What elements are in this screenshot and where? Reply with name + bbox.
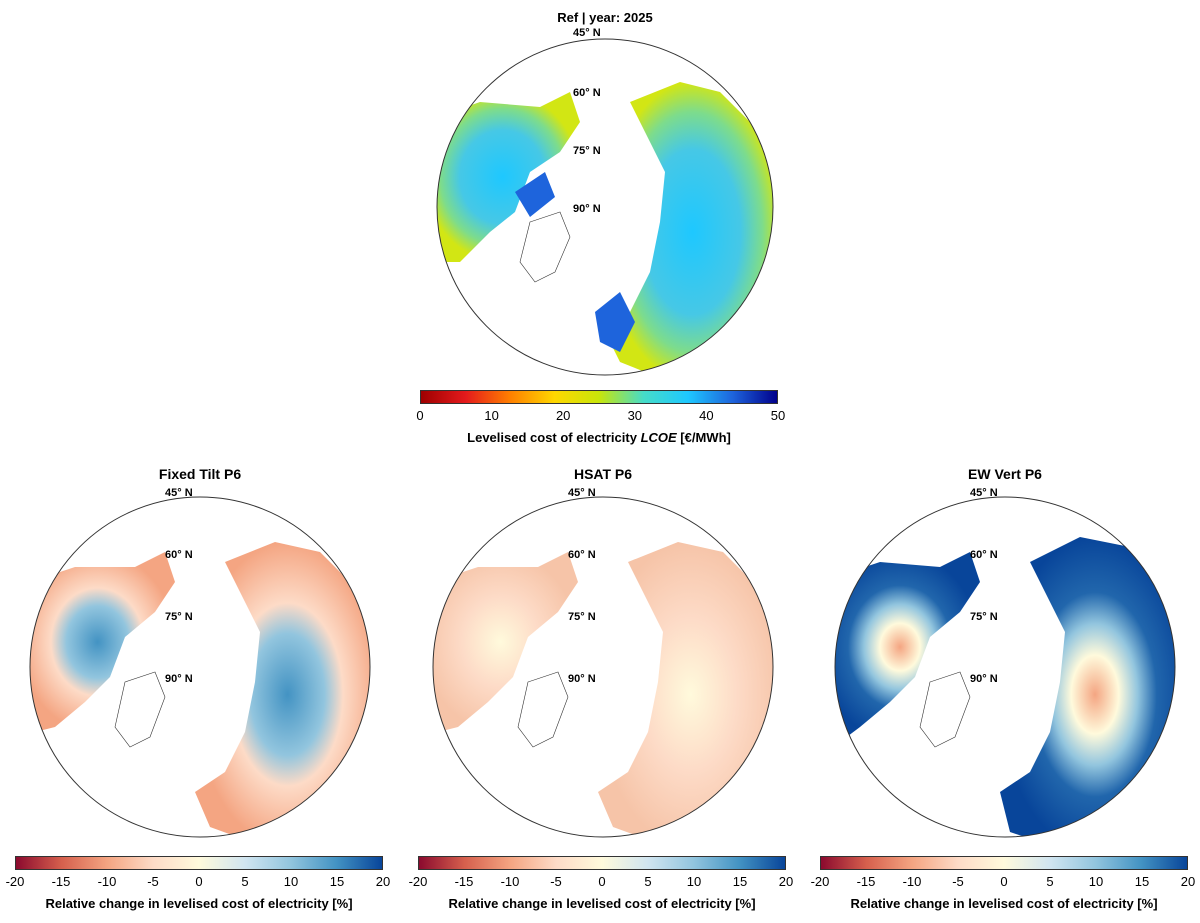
- top-colorbar: [420, 390, 778, 404]
- colorbar-tick: 0: [598, 874, 606, 889]
- colorbar-tick: 15: [329, 874, 345, 889]
- land-north-america: [437, 92, 580, 262]
- lat-label-45: 45° N: [573, 27, 601, 39]
- colorbar-tick: 0: [195, 874, 203, 889]
- lat-label-60: 60° N: [970, 549, 998, 561]
- colorbar-tick: 15: [732, 874, 748, 889]
- colorbar-tick: -15: [454, 874, 474, 889]
- colorbar-tick: -10: [500, 874, 520, 889]
- colorbar-tick: 40: [699, 408, 714, 423]
- bottom-panel-title: EW Vert P6: [968, 466, 1042, 482]
- colorbar-tick: -15: [856, 874, 876, 889]
- polar-map-fixed-tilt: 45° N 60° N 75° N 90° N: [29, 487, 371, 838]
- land-arctic-islands: [515, 172, 555, 217]
- colorbar-tick: -20: [408, 874, 428, 889]
- colorbar-tick: 0: [416, 408, 424, 423]
- top-map-title: Ref | year: 2025: [557, 10, 653, 25]
- cbar-label-prefix: Levelised cost of electricity: [467, 430, 641, 445]
- bottom-panel-title: Fixed Tilt P6: [158, 466, 242, 482]
- colorbar-tick: 5: [241, 874, 249, 889]
- lat-label-60: 60° N: [573, 87, 601, 99]
- lat-label-75: 75° N: [970, 611, 998, 623]
- bottom-panel-2: EW Vert P6 45° N 60° N 75° N 90° N Relat…: [811, 460, 1196, 920]
- lat-label-45: 45° N: [970, 487, 998, 499]
- bottom-colorbar-label: Relative change in levelised cost of ele…: [448, 896, 756, 911]
- lat-label-90: 90° N: [573, 203, 601, 215]
- colorbar-tick: 5: [644, 874, 652, 889]
- lat-label-75: 75° N: [573, 145, 601, 157]
- top-map-panel: Ref | year: 2025 45° N 60° N 75°: [416, 0, 790, 450]
- colorbar-tick: 20: [1180, 874, 1196, 889]
- colorbar-tick: -20: [810, 874, 830, 889]
- colorbar-tick: -5: [550, 874, 562, 889]
- colorbar-tick: 0: [1000, 874, 1008, 889]
- bottom-colorbar: [820, 856, 1188, 870]
- colorbar-tick: -10: [97, 874, 117, 889]
- lat-label-60: 60° N: [568, 549, 596, 561]
- colorbar-tick: 20: [778, 874, 794, 889]
- land-eurasia: [605, 82, 773, 375]
- bottom-colorbar-label: Relative change in levelised cost of ele…: [850, 896, 1158, 911]
- colorbar-tick: 10: [1088, 874, 1104, 889]
- colorbar-tick: -5: [952, 874, 964, 889]
- top-colorbar-label: Levelised cost of electricity LCOE [€/MW…: [420, 430, 778, 445]
- lat-label-60: 60° N: [165, 549, 193, 561]
- bottom-panel-1: HSAT P6 45° N 60° N 75° N 90° N Relative…: [409, 460, 794, 920]
- cbar-label-em: LCOE: [640, 430, 677, 445]
- lat-label-90: 90° N: [165, 673, 193, 685]
- colorbar-tick: 30: [627, 408, 643, 423]
- land-scandinavia: [595, 292, 635, 352]
- colorbar-tick: 5: [1046, 874, 1054, 889]
- bottom-colorbar: [418, 856, 786, 870]
- lat-label-75: 75° N: [568, 611, 596, 623]
- colorbar-tick: 10: [283, 874, 299, 889]
- land-greenland: [519, 211, 571, 283]
- bottom-colorbar: [15, 856, 383, 870]
- colorbar-tick: -10: [902, 874, 922, 889]
- bottom-panel-0: Fixed Tilt P6 45° N 60° N 75° N 90° N Re…: [6, 460, 391, 920]
- lat-label-90: 90° N: [568, 673, 596, 685]
- colorbar-tick: -20: [5, 874, 25, 889]
- colorbar-tick: 10: [484, 408, 499, 423]
- colorbar-tick: 20: [375, 874, 391, 889]
- polar-map-ew-vert: 45° N 60° N 75° N 90° N: [834, 487, 1176, 838]
- cbar-label-suffix: [€/MWh]: [676, 430, 731, 445]
- lat-label-45: 45° N: [568, 487, 596, 499]
- colorbar-tick: 20: [555, 408, 571, 423]
- lat-label-90: 90° N: [970, 673, 998, 685]
- bottom-panel-title: HSAT P6: [573, 466, 633, 482]
- lat-label-75: 75° N: [165, 611, 193, 623]
- colorbar-tick: 50: [770, 408, 786, 423]
- colorbar-tick: -15: [51, 874, 71, 889]
- bottom-colorbar-label: Relative change in levelised cost of ele…: [45, 896, 353, 911]
- lat-label-45: 45° N: [165, 487, 193, 499]
- colorbar-tick: 10: [686, 874, 702, 889]
- polar-map-hsat: 45° N 60° N 75° N 90° N: [432, 487, 774, 838]
- top-polar-map: 45° N 60° N 75° N 90° N: [436, 27, 774, 376]
- colorbar-tick: -5: [147, 874, 159, 889]
- colorbar-tick: 15: [1134, 874, 1150, 889]
